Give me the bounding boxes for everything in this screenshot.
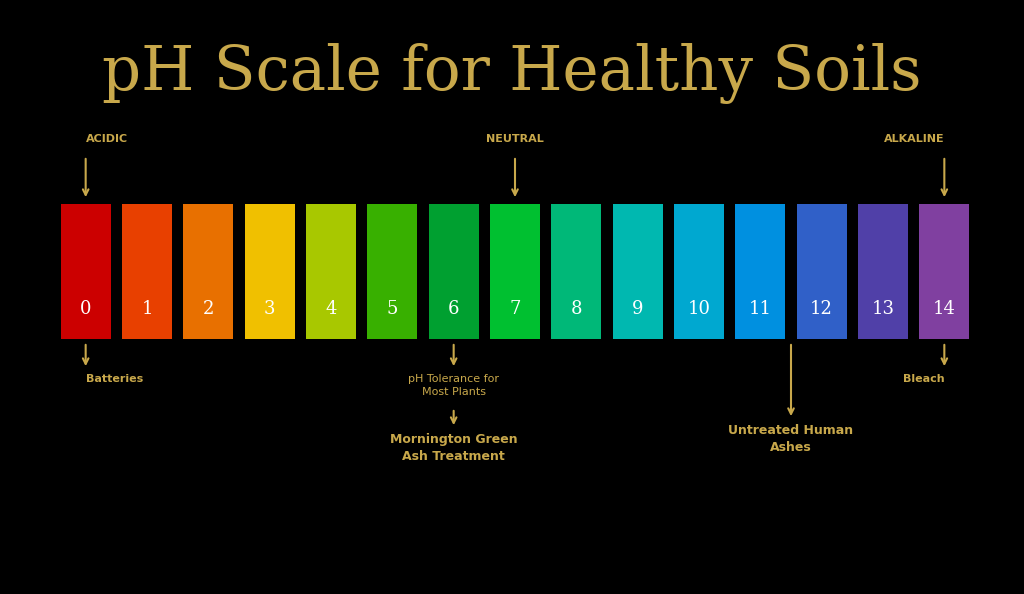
Text: Untreated Human
Ashes: Untreated Human Ashes bbox=[728, 424, 854, 454]
Bar bbox=[183, 204, 233, 339]
Text: pH Tolerance for
Most Plants: pH Tolerance for Most Plants bbox=[409, 374, 499, 397]
Bar bbox=[612, 204, 663, 339]
Bar bbox=[306, 204, 356, 339]
Text: ACIDIC: ACIDIC bbox=[86, 134, 128, 144]
Bar bbox=[735, 204, 785, 339]
Text: 10: 10 bbox=[687, 301, 711, 318]
Text: 12: 12 bbox=[810, 301, 834, 318]
Bar bbox=[245, 204, 295, 339]
Bar bbox=[428, 204, 479, 339]
Text: 6: 6 bbox=[447, 301, 460, 318]
Bar bbox=[920, 204, 970, 339]
Bar bbox=[551, 204, 601, 339]
Text: pH Scale for Healthy Soils: pH Scale for Healthy Soils bbox=[102, 43, 922, 105]
Bar bbox=[674, 204, 724, 339]
Text: NEUTRAL: NEUTRAL bbox=[486, 134, 544, 144]
Text: 7: 7 bbox=[509, 301, 520, 318]
Text: ALKALINE: ALKALINE bbox=[884, 134, 944, 144]
Text: 1: 1 bbox=[141, 301, 153, 318]
Text: 5: 5 bbox=[387, 301, 398, 318]
Bar bbox=[368, 204, 418, 339]
Text: 2: 2 bbox=[203, 301, 214, 318]
Text: 0: 0 bbox=[80, 301, 91, 318]
Text: 9: 9 bbox=[632, 301, 643, 318]
Bar bbox=[489, 204, 540, 339]
Text: Bleach: Bleach bbox=[903, 374, 944, 384]
Text: 13: 13 bbox=[871, 301, 895, 318]
Text: Batteries: Batteries bbox=[86, 374, 143, 384]
Bar bbox=[858, 204, 908, 339]
Text: 11: 11 bbox=[749, 301, 772, 318]
Text: 4: 4 bbox=[326, 301, 337, 318]
Text: 8: 8 bbox=[570, 301, 582, 318]
Text: Mornington Green
Ash Treatment: Mornington Green Ash Treatment bbox=[390, 433, 517, 463]
Text: 14: 14 bbox=[933, 301, 955, 318]
Text: 3: 3 bbox=[264, 301, 275, 318]
Bar bbox=[60, 204, 111, 339]
Bar bbox=[797, 204, 847, 339]
Bar bbox=[122, 204, 172, 339]
